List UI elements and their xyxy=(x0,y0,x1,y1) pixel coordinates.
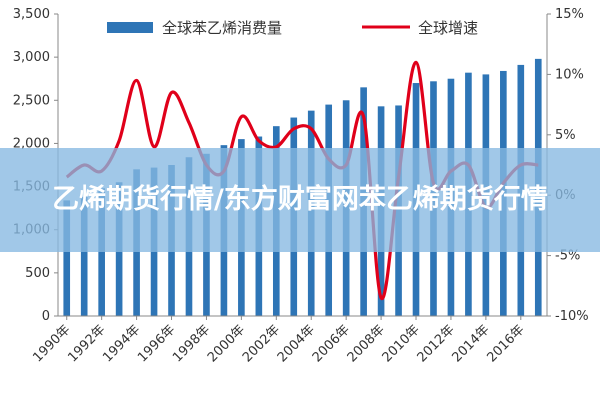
x-tick-label: 1994年 xyxy=(100,322,143,365)
x-tick-label: 2014年 xyxy=(450,322,493,365)
watermark-banner: 乙烯期货行情/东方财富网苯乙烯期货行情 xyxy=(0,148,600,252)
x-tick-label: 2016年 xyxy=(484,322,527,365)
y-left-tick-label: 2,000 xyxy=(13,136,50,151)
x-tick-label: 2008年 xyxy=(345,322,388,365)
bar-1990 xyxy=(63,200,71,316)
x-tick-label: 2012年 xyxy=(415,322,458,365)
y-right-tick-label: -10% xyxy=(555,309,589,324)
y-left-tick-label: 3,500 xyxy=(13,7,50,22)
x-tick-label: 2004年 xyxy=(275,322,318,365)
x-tick-label: 2010年 xyxy=(380,322,423,365)
legend-label-growth: 全球增速 xyxy=(418,19,478,37)
y-right-tick-label: 10% xyxy=(555,67,584,82)
x-tick-label: 1998年 xyxy=(170,322,213,365)
legend-label-consumption: 全球苯乙烯消费量 xyxy=(162,19,282,37)
legend: 全球苯乙烯消费量 全球增速 xyxy=(107,19,478,37)
x-tick-label: 1990年 xyxy=(30,322,73,365)
x-tick-label: 1992年 xyxy=(65,322,108,365)
x-tick-label: 1996年 xyxy=(135,322,178,365)
bar-1991 xyxy=(80,196,88,316)
y-right-tick-label: -5% xyxy=(555,249,580,264)
y-left-tick-label: 3,000 xyxy=(13,50,50,65)
y-right-tick-label: 5% xyxy=(555,128,576,143)
y-right-tick-label: 15% xyxy=(555,7,584,22)
x-tick-label: 2002年 xyxy=(240,322,283,365)
x-tick-label: 2006年 xyxy=(310,322,353,365)
legend-swatch-bar xyxy=(107,22,153,33)
y-left-tick-label: 2,500 xyxy=(13,93,50,108)
y-left-tick-label: 0 xyxy=(42,309,50,324)
x-tick-label: 2000年 xyxy=(205,322,248,365)
bar-1992 xyxy=(98,188,105,316)
banner-title: 乙烯期货行情/东方财富网苯乙烯期货行情 xyxy=(52,184,548,215)
y-left-tick-label: 500 xyxy=(25,266,50,281)
